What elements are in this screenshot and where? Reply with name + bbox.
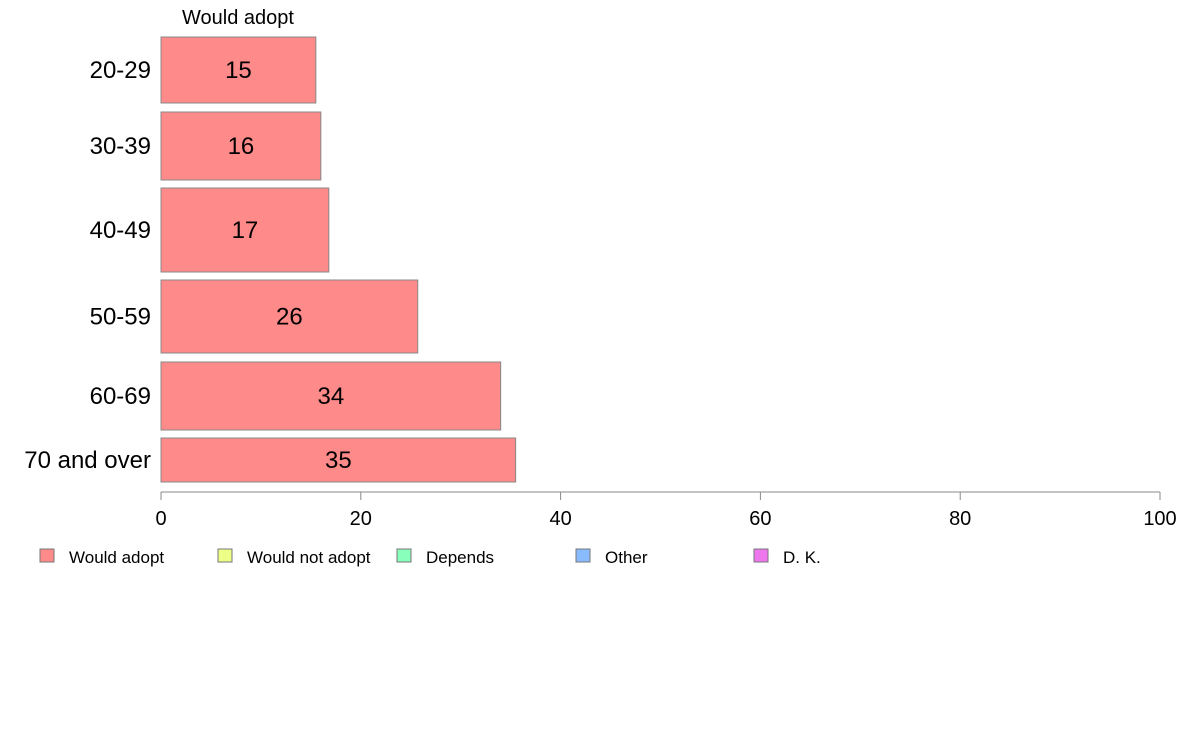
x-tick-label: 60: [749, 508, 771, 530]
bar-50-59: [160, 279, 419, 354]
data-label: 35: [325, 447, 352, 474]
bar-30-39: [160, 111, 322, 181]
bar-40-49: [160, 187, 330, 273]
x-tick-label: 0: [155, 508, 166, 530]
legend-label: Depends: [426, 548, 494, 567]
legend-swatch: [396, 548, 412, 563]
category-label: 20-29: [90, 57, 151, 84]
legend-swatch: [39, 548, 55, 563]
column-header: Would adopt: [182, 7, 294, 29]
data-label: 16: [228, 133, 255, 160]
legend-label: Would not adopt: [247, 548, 371, 567]
legend-label: Would adopt: [69, 548, 164, 567]
category-label: 30-39: [90, 133, 151, 160]
data-label: 26: [276, 304, 303, 331]
bar-60-69: [160, 361, 502, 431]
category-label: 40-49: [90, 217, 151, 244]
bar-20-29: [160, 36, 317, 104]
legend-label: Other: [605, 548, 648, 567]
category-label: 50-59: [90, 304, 151, 331]
legend-swatch: [217, 548, 233, 563]
x-tick-label: 100: [1143, 508, 1176, 530]
legend-label: D. K.: [783, 548, 821, 567]
x-axis: 0 20 40 60 80 100: [155, 491, 1177, 530]
bars-group: 15 20-29 16 30-39 17 40-49 26 50-59 34 60-69 35 70 …: [24, 36, 517, 483]
x-tick-label: 20: [350, 508, 372, 530]
data-label: 34: [317, 383, 344, 410]
category-label: 60-69: [90, 383, 151, 410]
data-label: 17: [232, 217, 259, 244]
x-tick-label: 40: [549, 508, 571, 530]
legend-swatch: [753, 548, 769, 563]
x-tick-label: 80: [949, 508, 971, 530]
legend-swatch: [575, 548, 591, 563]
legend: Would adopt Would not adopt Depends Other D.…: [39, 548, 821, 567]
bar-70-and-over: [160, 437, 517, 483]
data-label: 15: [225, 57, 252, 84]
category-label: 70 and over: [24, 447, 151, 474]
